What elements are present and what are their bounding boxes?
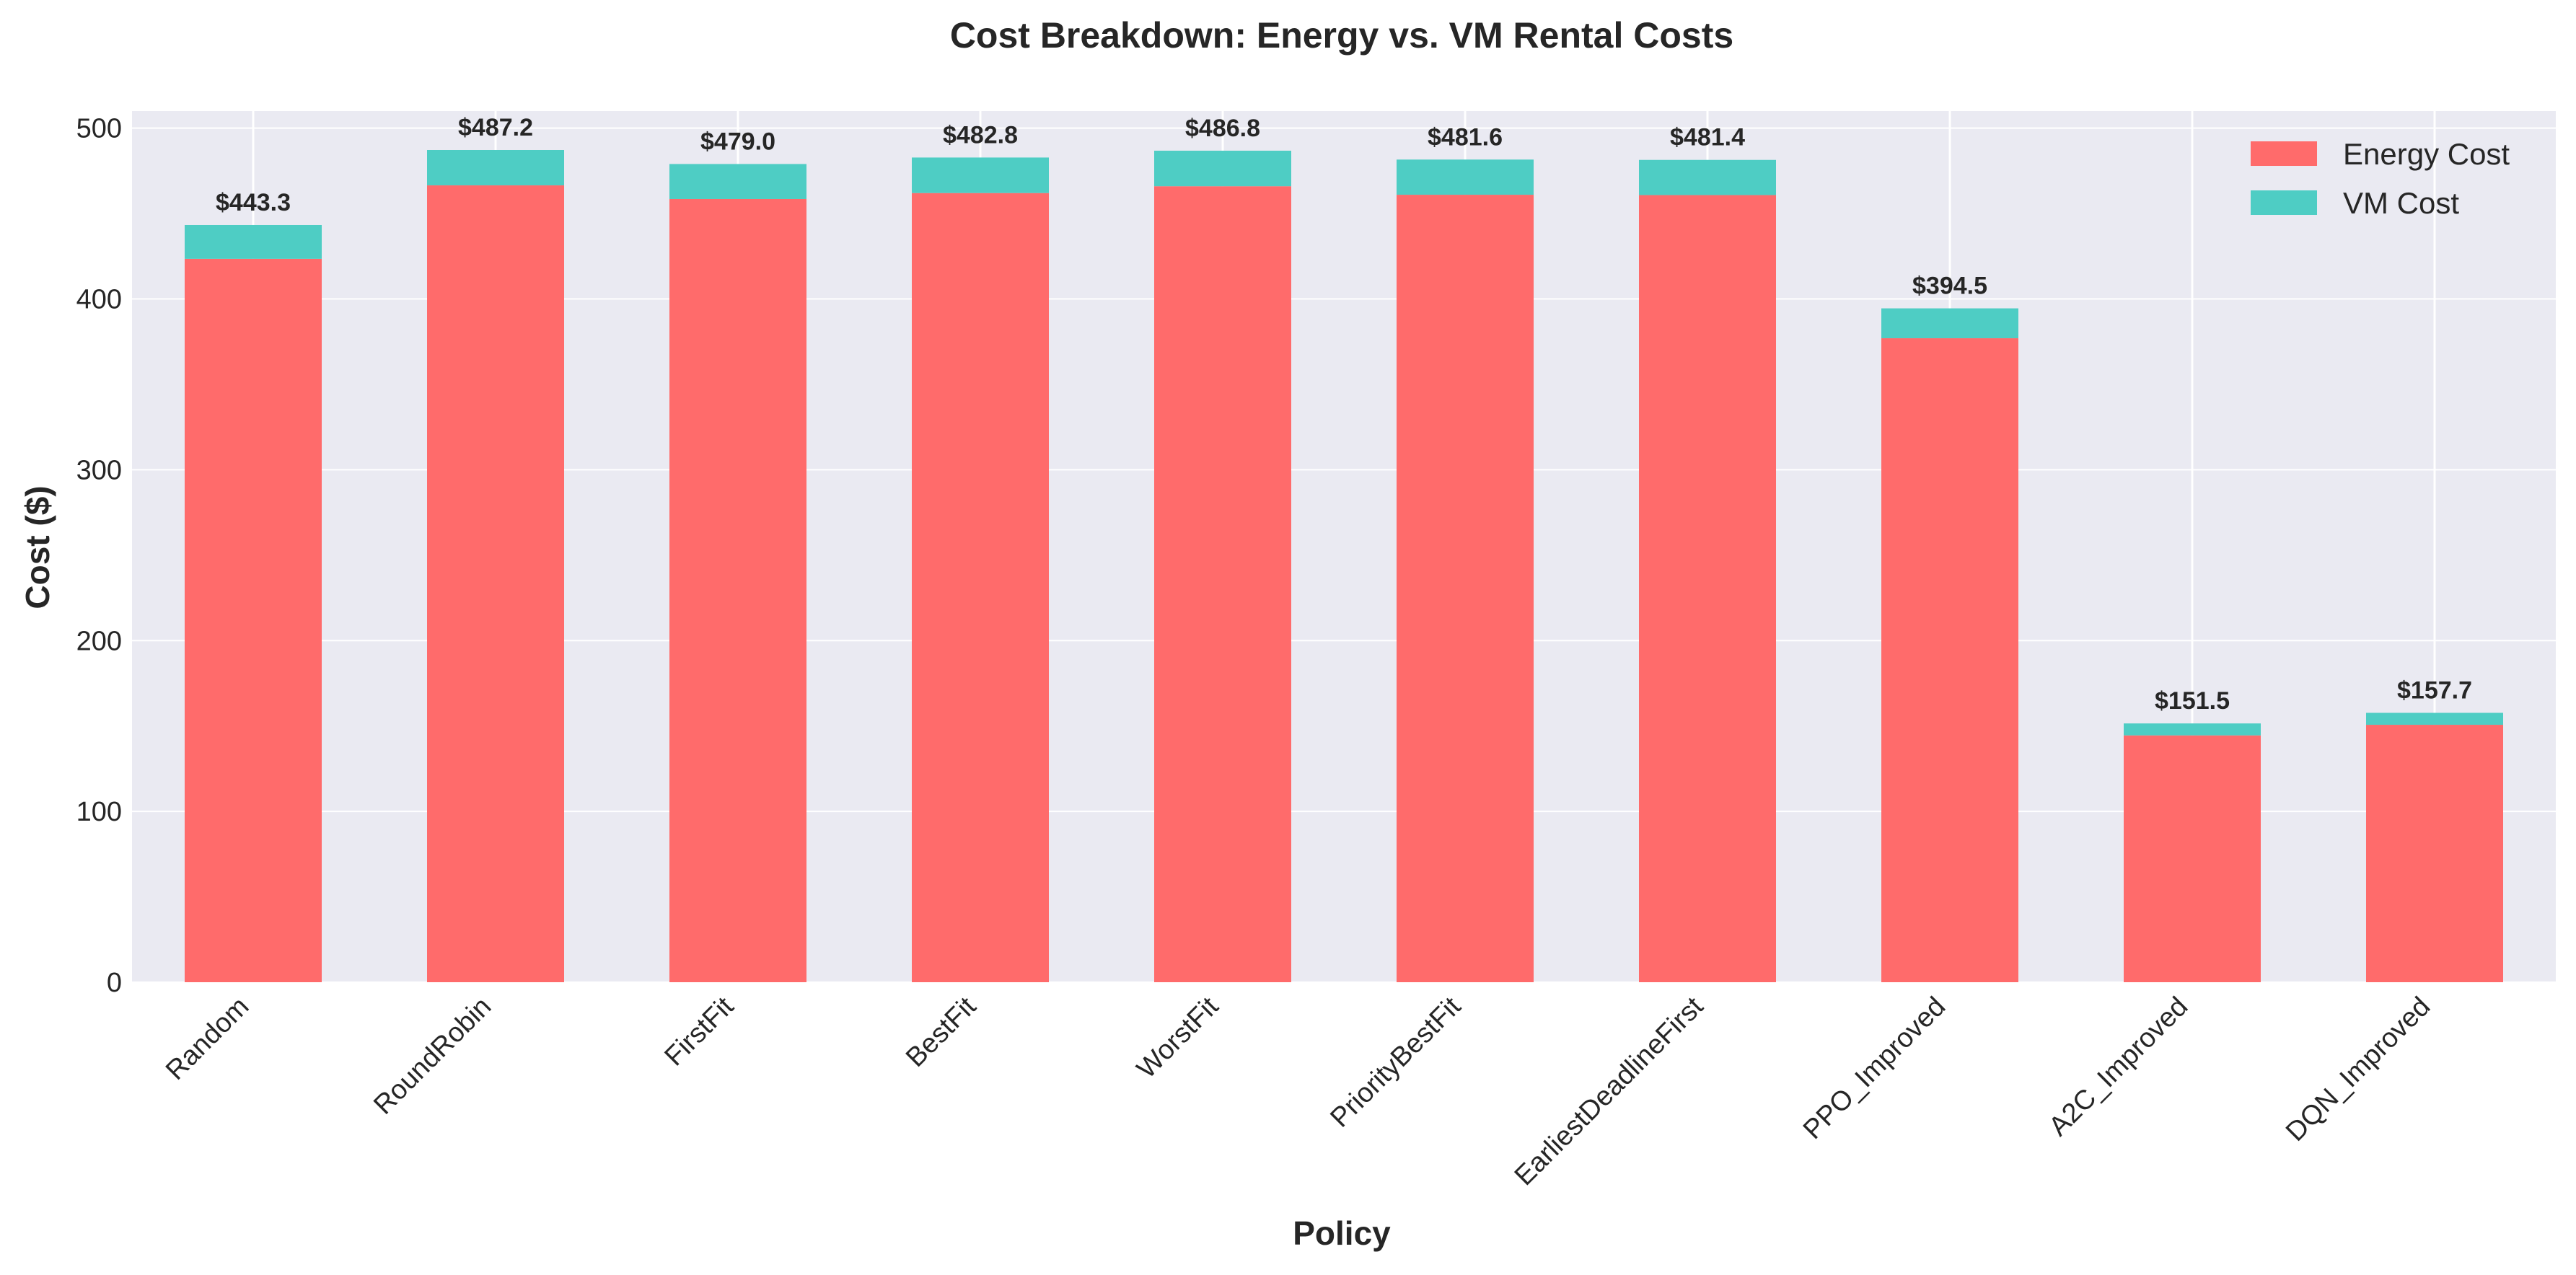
chart-title: Cost Breakdown: Energy vs. VM Rental Cos…	[950, 15, 1733, 56]
legend-swatch	[2251, 190, 2317, 215]
y-tick-label: 500	[76, 114, 122, 144]
bar-vm-cost-firstfit	[669, 164, 806, 199]
legend-item: VM Cost	[2251, 186, 2459, 220]
y-tick-label: 400	[76, 285, 122, 315]
total-label: $479.0	[700, 128, 775, 155]
y-axis-ticks: 0 100 200 300 400 500	[76, 114, 122, 998]
legend-label: Energy Cost	[2343, 137, 2510, 171]
bar-energy-cost-dqn_improved	[2366, 725, 2503, 982]
total-label: $482.8	[943, 121, 1018, 149]
data-labels: $443.3 $487.2 $479.0 $482.8 $486.8 $481.6 $481…	[216, 114, 2472, 715]
total-label: $443.3	[216, 189, 291, 216]
total-label: $481.6	[1428, 123, 1503, 151]
bar-energy-cost-worstfit	[1154, 186, 1291, 982]
bar-vm-cost-dqn_improved	[2366, 712, 2503, 725]
bar-energy-cost-bestfit	[912, 193, 1049, 983]
bar-energy-cost-earliestdeadlinefirst	[1639, 195, 1776, 982]
series-energy-cost	[185, 185, 2503, 983]
bar-vm-cost-prioritybestfit	[1397, 159, 1534, 195]
bar-energy-cost-random	[185, 258, 322, 983]
total-label: $394.5	[1912, 273, 1987, 300]
legend-swatch	[2251, 141, 2317, 166]
total-label: $481.4	[1670, 124, 1745, 151]
bar-vm-cost-ppo_improved	[1881, 308, 2018, 339]
legend-label: VM Cost	[2343, 186, 2459, 220]
series-vm-cost	[185, 150, 2503, 736]
total-label: $486.8	[1185, 115, 1260, 142]
bar-energy-cost-ppo_improved	[1881, 338, 2018, 982]
bar-energy-cost-roundrobin	[427, 185, 564, 983]
bar-vm-cost-roundrobin	[427, 150, 564, 186]
bar-energy-cost-firstfit	[669, 198, 806, 982]
total-label: $487.2	[458, 114, 533, 141]
bars	[185, 150, 2503, 983]
x-axis-label: Policy	[1293, 1214, 1391, 1252]
bar-vm-cost-a2c_improved	[2124, 723, 2261, 736]
y-tick-label: 0	[107, 968, 122, 998]
y-axis-label: Cost ($)	[19, 485, 56, 609]
bar-energy-cost-a2c_improved	[2124, 735, 2261, 982]
legend: Energy Cost VM Cost	[2251, 137, 2510, 220]
y-tick-label: 200	[76, 626, 122, 656]
total-label: $157.7	[2397, 676, 2472, 704]
y-tick-label: 300	[76, 455, 122, 485]
bar-energy-cost-prioritybestfit	[1397, 195, 1534, 982]
legend-item: Energy Cost	[2251, 137, 2510, 171]
y-tick-label: 100	[76, 797, 122, 827]
bar-vm-cost-earliestdeadlinefirst	[1639, 159, 1776, 195]
bar-vm-cost-bestfit	[912, 157, 1049, 193]
bar-vm-cost-random	[185, 224, 322, 259]
total-label: $151.5	[2155, 687, 2230, 715]
bar-vm-cost-worstfit	[1154, 150, 1291, 187]
